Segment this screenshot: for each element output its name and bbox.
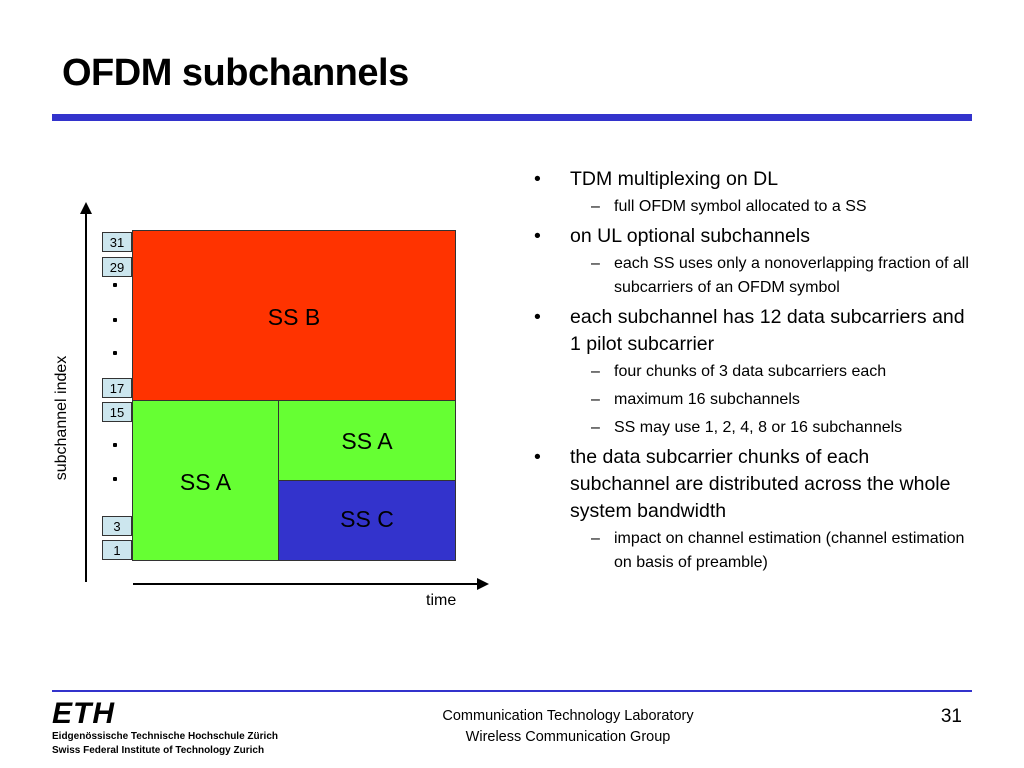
sub-bullet-item: four chunks of 3 data subcarriers each xyxy=(570,360,974,384)
y-axis-arrow-icon xyxy=(80,202,92,214)
x-axis-line xyxy=(133,583,479,585)
block-ss-b: SS B xyxy=(132,230,456,401)
block-ss-c-label: SS C xyxy=(340,506,394,532)
index-box-3: 3 xyxy=(102,516,132,536)
bullet-text: on UL optional subchannels xyxy=(570,225,810,247)
sub-bullet-item: each SS uses only a nonoverlapping fract… xyxy=(570,252,974,300)
bullet-item: TDM multiplexing on DL full OFDM symbol … xyxy=(534,166,974,219)
bullet-item: the data subcarrier chunks of each subch… xyxy=(534,444,974,575)
block-ss-c: SS C xyxy=(278,480,456,561)
eth-logo-line-1: Eidgenössische Technische Hochschule Zür… xyxy=(52,731,278,742)
y-axis-line xyxy=(85,212,87,582)
ellipsis-dot xyxy=(113,477,117,481)
index-box-15: 15 xyxy=(102,402,132,422)
sub-bullet-list: full OFDM symbol allocated to a SS xyxy=(570,195,974,219)
eth-logo-wordmark: ETH xyxy=(52,697,115,730)
ellipsis-dot xyxy=(113,443,117,447)
eth-logo-line-2: Swiss Federal Institute of Technology Zu… xyxy=(52,745,265,756)
sub-bullet-list: each SS uses only a nonoverlapping fract… xyxy=(570,252,974,300)
sub-bullet-list: impact on channel estimation (channel es… xyxy=(570,527,974,575)
block-ss-a-right-label: SS A xyxy=(341,428,393,454)
x-axis-label: time xyxy=(426,592,457,609)
subchannel-diagram: subchannel index time SS B SS A SS A SS … xyxy=(0,0,520,640)
ellipsis-dot xyxy=(113,351,117,355)
slide-title: OFDM subchannels xyxy=(62,52,409,94)
sub-bullet-item: full OFDM symbol allocated to a SS xyxy=(570,195,974,219)
block-ss-b-label: SS B xyxy=(267,304,321,330)
bullet-text: each subchannel has 12 data subcarriers … xyxy=(570,306,965,355)
bullet-item: on UL optional subchannels each SS uses … xyxy=(534,223,974,300)
bullet-item: each subchannel has 12 data subcarriers … xyxy=(534,304,974,440)
y-axis-label: subchannel index xyxy=(53,355,70,481)
footer-lab-line-1: Communication Technology Laboratory xyxy=(442,708,694,724)
eth-logo: ETH Eidgenössische Technische Hochschule… xyxy=(52,697,282,760)
bullet-text: the data subcarrier chunks of each subch… xyxy=(570,446,951,522)
title-divider xyxy=(52,114,972,121)
x-axis-arrow-icon xyxy=(477,578,489,590)
bullet-list: TDM multiplexing on DL full OFDM symbol … xyxy=(534,166,974,579)
sub-bullet-item: SS may use 1, 2, 4, 8 or 16 subchannels xyxy=(570,416,974,440)
sub-bullet-item: maximum 16 subchannels xyxy=(570,388,974,412)
sub-bullet-item: impact on channel estimation (channel es… xyxy=(570,527,974,575)
index-box-29: 29 xyxy=(102,257,132,277)
sub-bullet-list: four chunks of 3 data subcarriers each m… xyxy=(570,360,974,440)
index-box-1: 1 xyxy=(102,540,132,560)
block-ss-a-left-label: SS A xyxy=(179,469,232,495)
footer-lab-line-2: Wireless Communication Group xyxy=(465,729,671,745)
block-ss-a-right: SS A xyxy=(278,400,456,481)
index-box-17: 17 xyxy=(102,378,132,398)
ellipsis-dot xyxy=(113,318,117,322)
footer-divider xyxy=(52,690,972,692)
block-ss-a-left: SS A xyxy=(132,400,279,561)
footer-lab-info: Communication Technology Laboratory Wire… xyxy=(442,706,693,748)
bullet-text: TDM multiplexing on DL xyxy=(570,168,779,190)
ellipsis-dot xyxy=(113,283,117,287)
index-box-31: 31 xyxy=(102,232,132,252)
page-number: 31 xyxy=(940,706,962,727)
